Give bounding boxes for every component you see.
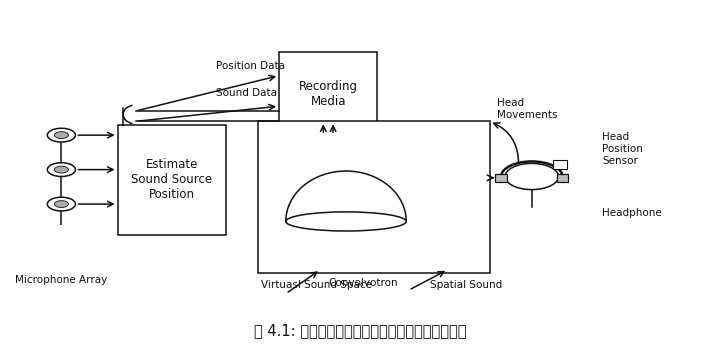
Circle shape bbox=[47, 128, 75, 142]
Text: Recording
Media: Recording Media bbox=[299, 80, 358, 108]
Text: Spatial Sound: Spatial Sound bbox=[430, 280, 502, 290]
Ellipse shape bbox=[286, 212, 406, 231]
Text: Sound Data: Sound Data bbox=[216, 88, 277, 98]
Bar bbox=[117, 125, 227, 235]
Text: Estimate
Sound Source
Position: Estimate Sound Source Position bbox=[132, 158, 212, 202]
Circle shape bbox=[54, 132, 69, 139]
Text: 図 4.1: 音響的臨場感記録・再生システムの概念図: 図 4.1: 音響的臨場感記録・再生システムの概念図 bbox=[254, 323, 466, 339]
Text: Virtuasl Sound Space: Virtuasl Sound Space bbox=[262, 280, 373, 290]
Circle shape bbox=[505, 163, 558, 190]
Text: Headphone: Headphone bbox=[602, 208, 662, 218]
Circle shape bbox=[54, 201, 69, 208]
Text: Microphone Array: Microphone Array bbox=[15, 275, 107, 285]
Text: Head
Position
Sensor: Head Position Sensor bbox=[602, 132, 643, 166]
Circle shape bbox=[47, 197, 75, 211]
Bar bbox=[495, 174, 507, 182]
Bar bbox=[279, 52, 378, 135]
Circle shape bbox=[54, 166, 69, 173]
Bar bbox=[553, 160, 567, 169]
Text: Convolvotron: Convolvotron bbox=[328, 278, 398, 288]
Text: Head
Movements: Head Movements bbox=[497, 98, 557, 120]
Circle shape bbox=[47, 163, 75, 176]
Bar bbox=[557, 174, 568, 182]
Text: Position Data: Position Data bbox=[216, 61, 285, 71]
Bar bbox=[258, 121, 490, 273]
